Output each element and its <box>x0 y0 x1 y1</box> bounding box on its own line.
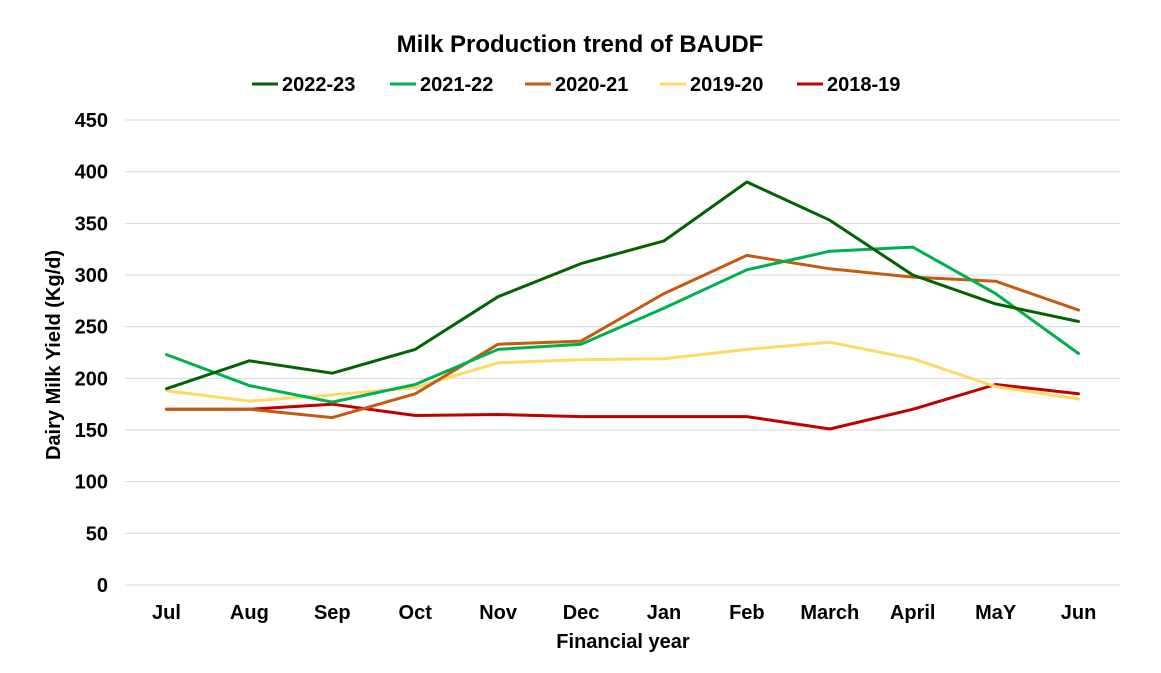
legend-item-2018-19: 2018-19 <box>797 74 900 96</box>
x-tick-label: Jul <box>152 602 181 624</box>
series-line-2019-20 <box>165 340 1080 403</box>
series-lines <box>165 180 1080 431</box>
chart-title: Milk Production trend of BAUDF <box>397 31 764 58</box>
x-tick-label: Nov <box>479 602 518 624</box>
legend-label: 2020-21 <box>555 74 628 96</box>
legend-label: 2021-22 <box>420 74 493 96</box>
y-tick-label: 50 <box>86 523 108 545</box>
x-tick-label: Aug <box>230 602 269 624</box>
x-tick-label: Oct <box>399 602 433 624</box>
legend-label: 2018-19 <box>827 74 900 96</box>
x-axis-label: Financial year <box>556 631 690 653</box>
y-tick-label: 400 <box>75 162 108 184</box>
legend-item-2020-21: 2020-21 <box>525 74 628 96</box>
x-tick-label: April <box>890 602 936 624</box>
y-axis-ticks: 0 50 100 150 200 250 300 350 400 450 <box>75 110 108 597</box>
y-tick-label: 350 <box>75 213 108 235</box>
x-tick-label: Sep <box>314 602 351 624</box>
y-tick-label: 100 <box>75 472 108 494</box>
y-axis-label: Dairy Milk Yield (Kg/d) <box>43 250 65 460</box>
legend-item-2019-20: 2019-20 <box>660 74 763 96</box>
legend: 2022-23 2021-22 2020-21 2019-20 2018-19 <box>252 74 900 96</box>
series-line-2018-19 <box>165 383 1080 431</box>
x-tick-label: Dec <box>563 602 600 624</box>
legend-item-2022-23: 2022-23 <box>252 74 355 96</box>
x-tick-label: Jun <box>1061 602 1097 624</box>
y-tick-label: 0 <box>97 575 108 597</box>
series-line-2022-23 <box>165 180 1080 391</box>
x-tick-label: MaY <box>975 602 1017 624</box>
x-tick-label: Feb <box>729 602 765 624</box>
y-tick-label: 300 <box>75 265 108 287</box>
y-tick-label: 250 <box>75 317 108 339</box>
legend-label: 2019-20 <box>690 74 763 96</box>
legend-label: 2022-23 <box>282 74 355 96</box>
series-line-2021-22 <box>165 245 1080 404</box>
y-tick-label: 200 <box>75 368 108 390</box>
y-tick-label: 150 <box>75 420 108 442</box>
series-line-2020-21 <box>165 253 1080 420</box>
gridlines <box>125 119 1120 586</box>
y-tick-label: 450 <box>75 110 108 132</box>
x-tick-label: Jan <box>647 602 681 624</box>
legend-item-2021-22: 2021-22 <box>390 74 493 96</box>
x-tick-label: March <box>800 602 859 624</box>
x-axis-ticks: Jul Aug Sep Oct Nov Dec Jan Feb March April MaY Jun <box>152 602 1096 624</box>
